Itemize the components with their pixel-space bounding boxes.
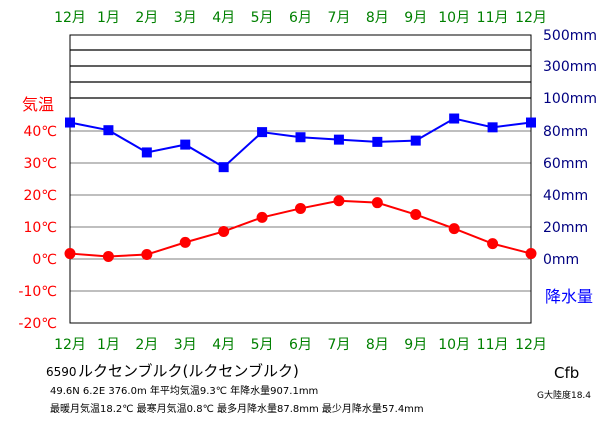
month-label-bottom: 7月 (327, 337, 350, 353)
precipitation-point (180, 139, 191, 150)
temperature-point (487, 238, 499, 250)
precip-tick-label: 40mm (543, 188, 588, 204)
precip-tick-label: 100mm (543, 91, 597, 107)
temperature-point (525, 248, 537, 260)
precip-tick-label: 500mm (543, 28, 597, 44)
month-label-bottom: 6月 (289, 337, 312, 353)
station-line2: 最暖月気温18.2℃ 最寒月気温0.8℃ 最多月降水量87.8mm 最少月降水量… (50, 402, 424, 415)
month-label-top: 6月 (289, 10, 312, 26)
month-label-top: 10月 (438, 10, 470, 26)
month-label-top: 12月 (515, 10, 547, 26)
precipitation-point (410, 135, 421, 146)
station-line1: 49.6N 6.2E 376.0m 年平均気温9.3℃ 年降水量907.1mm (50, 384, 318, 397)
month-label-bottom: 8月 (366, 337, 389, 353)
precip-tick-label: 80mm (543, 124, 588, 140)
temp-tick-label: 0℃ (32, 252, 57, 268)
month-label-bottom: 10月 (438, 337, 470, 353)
month-label-bottom: 3月 (174, 337, 197, 353)
precipitation-point (103, 125, 114, 136)
temperature-point (333, 195, 345, 207)
precipitation-point (65, 117, 75, 128)
temperature-point (64, 248, 76, 260)
precipitation-point (257, 127, 268, 138)
month-label-top: 3月 (174, 10, 197, 26)
temp-tick-label: -20℃ (18, 316, 57, 332)
temperature-point (141, 249, 153, 261)
region-note: G大陸度18.4 (537, 389, 591, 401)
precipitation-point (295, 132, 306, 143)
month-label-top: 12月 (54, 10, 86, 26)
precipitation-point (141, 147, 152, 158)
station-name: ルクセンブルク(ルクセンブルク) (78, 362, 299, 380)
month-label-top: 1月 (97, 10, 120, 26)
precipitation-point (526, 117, 536, 128)
month-label-bottom: 2月 (135, 337, 158, 353)
precip-tick-label: 20mm (543, 220, 588, 236)
temperature-point (256, 211, 268, 223)
temperature-axis: 気温 40℃ 30℃ 20℃ 10℃ 0℃ -10℃ -20℃ (18, 95, 57, 332)
plot-border (69, 34, 532, 324)
month-label-bottom: 9月 (404, 337, 427, 353)
plot-frame (69, 34, 532, 324)
month-label-top: 9月 (404, 10, 427, 26)
precip-axis-title: 降水量 (545, 287, 593, 306)
month-label-bottom: 12月 (54, 337, 86, 353)
chart-series (64, 113, 537, 262)
temperature-point (410, 209, 422, 221)
precip-tick-label: 300mm (543, 59, 597, 75)
bottom-month-labels: 12月 1月 2月 3月 4月 5月 6月 7月 8月 9月 10月 11月 12月 (54, 337, 547, 353)
month-label-bottom: 4月 (212, 337, 235, 353)
station-info: 6590 ルクセンブルク(ルクセンブルク) 49.6N 6.2E 376.0m … (46, 362, 591, 415)
month-label-top: 7月 (327, 10, 350, 26)
month-label-bottom: 5月 (251, 337, 274, 353)
temp-axis-title: 気温 (22, 95, 54, 114)
temp-tick-label: 20℃ (23, 188, 57, 204)
precip-tick-label: 0mm (543, 252, 579, 268)
month-label-bottom: 12月 (515, 337, 547, 353)
month-label-top: 4月 (212, 10, 235, 26)
temperature-point (179, 236, 191, 248)
temperature-point (102, 250, 114, 262)
precip-tick-label: 60mm (543, 156, 588, 172)
station-id: 6590 (46, 365, 77, 379)
temp-tick-label: -10℃ (18, 284, 57, 300)
precipitation-axis: 500mm 300mm 100mm 80mm 60mm 40mm 20mm 0mm 降水量 (543, 28, 597, 306)
month-label-bottom: 11月 (477, 337, 509, 353)
precipitation-point (372, 136, 383, 147)
month-label-top: 8月 (366, 10, 389, 26)
temperature-point (295, 202, 306, 214)
temp-tick-label: 40℃ (23, 124, 57, 140)
temperature-point (448, 223, 460, 235)
temperature-point (218, 225, 230, 237)
temperature-point (371, 197, 383, 209)
month-label-bottom: 1月 (97, 337, 120, 353)
month-label-top: 2月 (135, 10, 158, 26)
precipitation-point (333, 134, 344, 145)
precipitation-point (487, 122, 498, 133)
precipitation-point (449, 113, 460, 124)
precipitation-point (218, 162, 229, 173)
month-label-top: 11月 (477, 10, 509, 26)
temp-tick-label: 10℃ (23, 220, 57, 236)
climate-class: Cfb (554, 364, 579, 382)
month-label-top: 5月 (251, 10, 274, 26)
temp-tick-label: 30℃ (23, 156, 57, 172)
top-month-labels: 12月 1月 2月 3月 4月 5月 6月 7月 8月 9月 10月 11月 12月 (54, 10, 547, 26)
